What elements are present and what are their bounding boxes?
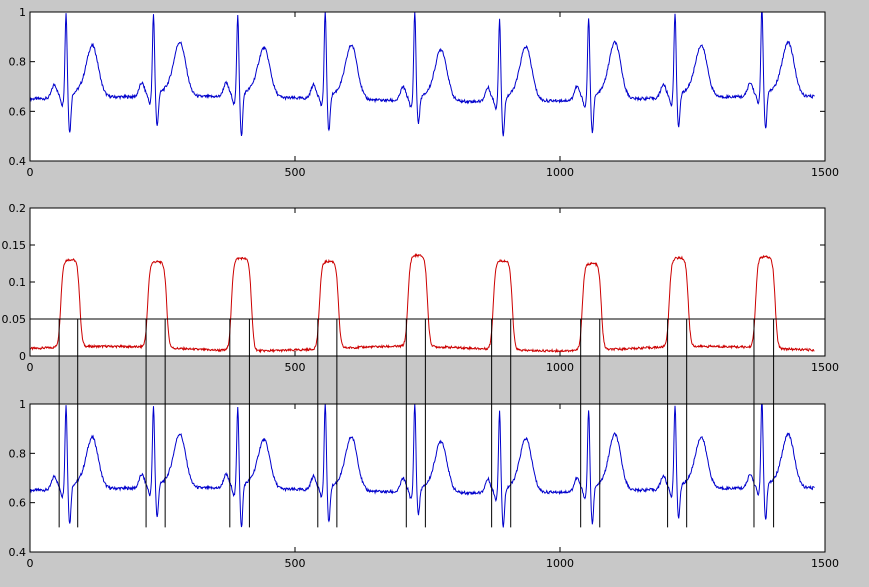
ecg-series-line-marked (30, 404, 815, 528)
x-tick-label: 500 (285, 557, 306, 570)
x-tick-label: 0 (27, 361, 34, 374)
y-tick-label: 0.8 (9, 447, 27, 460)
plot-area (30, 208, 825, 356)
pulse-series-line (30, 252, 815, 354)
y-tick-label: 0.4 (9, 155, 27, 168)
y-tick-label: 0.8 (9, 56, 27, 69)
y-tick-label: 0.15 (2, 239, 27, 252)
y-tick-label: 1 (19, 398, 26, 411)
x-tick-label: 0 (27, 166, 34, 179)
y-tick-label: 0.05 (2, 313, 27, 326)
y-tick-label: 0.1 (9, 276, 27, 289)
chart-2: 0 500 1000 1500 0 0.05 0.1 0.15 0.2 (2, 202, 840, 374)
ecg-series-line (30, 12, 815, 137)
x-tick-label: 1500 (811, 361, 839, 374)
y-tick-label: 0.2 (9, 202, 27, 215)
axes-frame (29, 207, 826, 357)
x-tick-label: 500 (285, 361, 306, 374)
x-tick-label: 1500 (811, 166, 839, 179)
y-tick-label: 0.6 (9, 497, 27, 510)
x-tick-label: 500 (285, 166, 306, 179)
y-tick-label: 1 (19, 6, 26, 19)
y-tick-label: 0.4 (9, 546, 27, 559)
plot-area (30, 12, 825, 161)
chart-1: 0 500 1000 1500 0.4 0.6 0.8 1 (9, 6, 840, 179)
plot-area (30, 404, 825, 552)
x-tick-label: 1000 (546, 166, 574, 179)
axes-frame (29, 11, 826, 162)
axes-frame (29, 403, 826, 553)
y-tick-label: 0.6 (9, 105, 27, 118)
x-tick-label: 0 (27, 557, 34, 570)
x-tick-label: 1000 (546, 557, 574, 570)
y-tick-label: 0 (19, 350, 26, 363)
chart-3: 0 500 1000 1500 0.4 0.6 0.8 1 (9, 398, 840, 570)
x-tick-label: 1500 (811, 557, 839, 570)
x-tick-label: 1000 (546, 361, 574, 374)
